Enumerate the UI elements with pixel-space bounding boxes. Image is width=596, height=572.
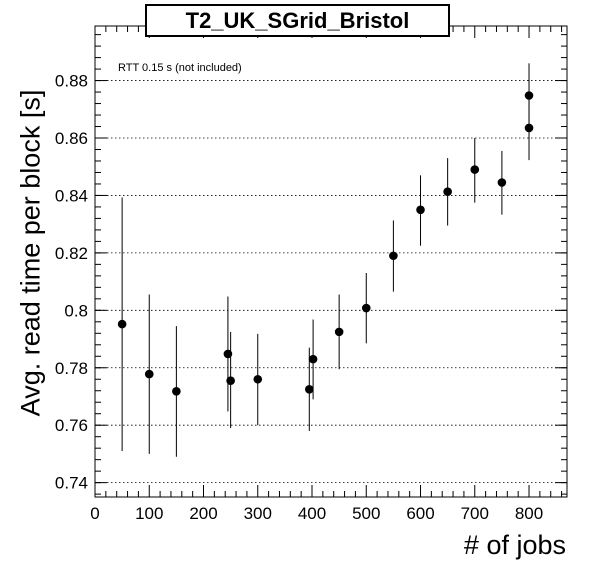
data-point [470,165,480,174]
axis-ticks [94,26,567,497]
x-tick-label: 800 [515,504,543,523]
data-point [416,205,425,215]
x-tick-label: 0 [90,504,99,523]
y-axis-label: Avg. read time per block [s] [15,89,46,417]
data-point [223,349,233,359]
data-point [144,369,154,379]
data-points [117,63,534,457]
plot-frame [94,25,568,498]
data-point [172,387,181,396]
x-tick-label: 400 [298,504,326,523]
x-tick-label: 600 [406,504,434,523]
y-tick-label: 0.88 [55,72,88,91]
y-tick-label: 0.86 [55,129,88,148]
y-tick-label: 0.76 [55,416,88,435]
y-tick-label: 0.84 [55,186,88,205]
chart-annotation: RTT 0.15 s (not included) [118,62,242,74]
x-axis-label: # of jobs [463,530,566,560]
data-point [443,187,452,197]
data-point [524,123,534,133]
data-point [361,303,371,313]
x-tick-label: 300 [244,504,272,523]
grid-lines [95,80,567,484]
data-point [117,319,127,329]
y-tick-label: 0.82 [55,244,88,263]
x-tick-label: 200 [189,504,217,523]
data-point [253,374,263,384]
x-tick-label: 500 [352,504,380,523]
x-tick-label: 700 [461,504,489,523]
data-point [226,376,235,385]
y-tick-label: 0.8 [64,301,88,320]
data-point [497,178,507,187]
data-point [304,385,314,394]
data-point [334,327,344,337]
data-point [389,251,398,261]
data-point [308,354,318,364]
x-tick-label: 100 [135,504,163,523]
y-tick-label: 0.78 [55,359,88,378]
y-tick-label: 0.74 [55,474,88,493]
tick-labels: 0.74 0.76 0.78 0.8 0.82 0.84 0.86 0.88 0 100 200 30… [55,72,543,523]
chart-title: T2_UK_SGrid_Bristol [145,4,450,37]
